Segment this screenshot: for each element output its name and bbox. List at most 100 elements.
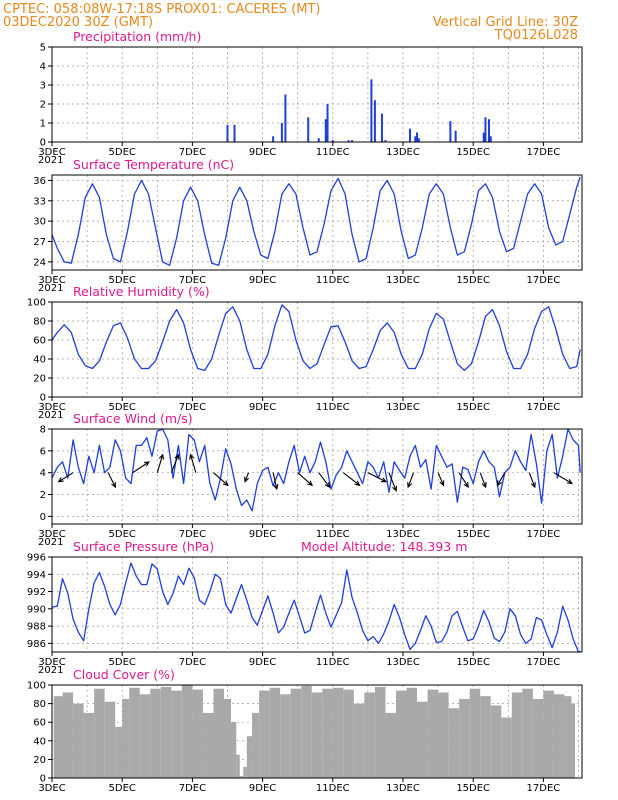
- precip-xtick-label: 7DEC: [179, 147, 206, 158]
- wind-arrow: [458, 472, 469, 488]
- wind-arrow-head: [407, 482, 413, 489]
- wind-arrow-head: [380, 477, 388, 483]
- temp-xtick-label: 15DEC: [456, 275, 490, 286]
- wind-ytick-label: 0: [40, 512, 46, 523]
- press-ytick-label: 990: [27, 604, 46, 615]
- precip-bar: [326, 104, 329, 142]
- cloud-xtick-label: 7DEC: [179, 783, 206, 794]
- rh-xtick-label: 17DEC: [527, 402, 561, 413]
- wind-arrow: [407, 472, 415, 488]
- press-xtick-label: 7DEC: [179, 657, 206, 668]
- wind-xcut-label: 2021: [38, 537, 63, 548]
- header-station: CPTEC: 058:08W-17:18S PROX01: CACERES (M…: [3, 2, 320, 17]
- wind-arrow-head: [481, 482, 487, 489]
- precip-bar: [416, 132, 419, 142]
- cloud-ytick-label: 60: [33, 718, 46, 729]
- cloud-column: [564, 696, 572, 778]
- precip-ytick-label: 2: [40, 100, 46, 111]
- wind-xtick-label: 11DEC: [316, 529, 350, 540]
- precip-bar: [380, 113, 383, 142]
- wind-arrow-head: [463, 482, 469, 489]
- cloud-xtick-label: 9DEC: [249, 783, 276, 794]
- press-xtick-label: 17DEC: [527, 657, 561, 668]
- wind-arrow-head: [222, 480, 229, 487]
- precip-bar: [324, 119, 327, 142]
- cloud-column: [213, 688, 224, 778]
- cloud-ytick-label: 40: [33, 736, 46, 747]
- precip-bar: [226, 124, 229, 142]
- temp-xtick-label: 7DEC: [179, 275, 206, 286]
- cloud-column: [427, 689, 439, 778]
- precip-bar: [331, 140, 334, 142]
- cloud-column: [374, 686, 386, 778]
- wind-arrow-head: [324, 482, 331, 489]
- wind-arrow-head: [189, 453, 195, 460]
- cloud-column: [543, 690, 554, 778]
- precip-bar: [484, 117, 487, 142]
- rh-ytick-label: 60: [33, 336, 46, 347]
- cloud-column: [160, 686, 172, 778]
- precip-bar: [489, 136, 492, 142]
- cloud-column: [448, 708, 460, 778]
- cloud-column: [332, 687, 344, 778]
- wind-arrow-head: [158, 453, 165, 460]
- wind-ytick-label: 2: [40, 490, 46, 501]
- header-grid-note: Vertical Grid Line: 30Z: [433, 15, 578, 30]
- cloud-column: [480, 696, 491, 778]
- wind-xtick-label: 13DEC: [386, 529, 420, 540]
- cloud-column: [62, 692, 74, 778]
- precip-bar: [487, 119, 490, 142]
- wind-arrow: [388, 472, 397, 491]
- cloud-column: [236, 754, 240, 778]
- rh-ytick-label: 20: [33, 374, 46, 385]
- cloud-ytick-label: 0: [40, 774, 46, 785]
- temp-ytick-label: 24: [33, 257, 46, 268]
- wind-xtick-label: 15DEC: [456, 529, 490, 540]
- cloud-column: [115, 726, 123, 778]
- wind-arrow: [437, 472, 444, 486]
- temp-xtick-label: 13DEC: [386, 275, 420, 286]
- wind-arrow-head: [244, 476, 249, 483]
- wind-arrow: [58, 472, 74, 483]
- wind-frame: [51, 428, 583, 525]
- wind-arrow: [553, 472, 573, 484]
- press-xtick-label: 5DEC: [109, 657, 136, 668]
- press-xtick-label: 15DEC: [456, 657, 490, 668]
- wind-arrow: [497, 472, 506, 486]
- wind-arrow: [213, 472, 229, 486]
- wind-xtick-label: 5DEC: [109, 529, 136, 540]
- wind-xtick-label: 17DEC: [527, 529, 561, 540]
- precip-xcut-label: 2021: [38, 155, 63, 166]
- precip-bar: [370, 79, 373, 142]
- cloud-column: [181, 685, 193, 778]
- cloud-column: [395, 690, 407, 778]
- precip-bar: [373, 100, 376, 142]
- cloud-column: [311, 692, 323, 778]
- press-xtick-label: 11DEC: [316, 657, 350, 668]
- press-xtick-label: 3DEC: [38, 657, 65, 668]
- precip-bar: [414, 136, 417, 142]
- cloud-column: [150, 688, 161, 778]
- wind-arrow: [297, 472, 313, 486]
- temp-xcut-label: 2021: [38, 283, 63, 294]
- temp-xtick-label: 5DEC: [109, 275, 136, 286]
- cloud-frame: [51, 684, 583, 779]
- cloud-column: [290, 688, 302, 778]
- cloud-column: [532, 698, 544, 778]
- wind-arrow-head: [143, 461, 150, 467]
- precip-bar: [449, 121, 452, 142]
- wind-arrow-head: [496, 480, 503, 487]
- header-date: 03DEC2020 30Z (GMT): [3, 15, 153, 30]
- wind-ytick-label: 8: [40, 425, 46, 436]
- rh-xcut-label: 2021: [38, 410, 63, 421]
- precip-ytick-label: 3: [40, 81, 46, 92]
- press-title: Surface Pressure (hPa): [73, 539, 214, 554]
- precip-title: Precipitation (mm/h): [73, 29, 201, 44]
- temp-xtick-label: 17DEC: [527, 275, 561, 286]
- wind-arrow-head: [392, 485, 398, 492]
- wind-arrow: [367, 472, 387, 483]
- precip-ytick-label: 0: [40, 138, 46, 149]
- cloud-xtick-label: 3DEC: [38, 783, 65, 794]
- cloud-column: [406, 687, 418, 778]
- cloud-xtick-label: 15DEC: [456, 783, 490, 794]
